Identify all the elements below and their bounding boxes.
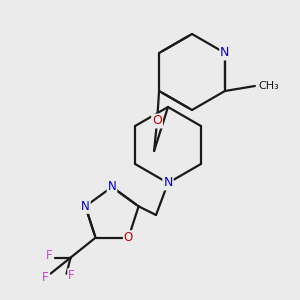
Text: F: F [68, 269, 75, 282]
Text: F: F [46, 249, 53, 262]
Text: N: N [108, 181, 116, 194]
Text: F: F [42, 271, 49, 284]
Text: O: O [124, 231, 133, 244]
Text: N: N [163, 176, 173, 190]
Text: N: N [220, 46, 230, 59]
Text: CH₃: CH₃ [259, 81, 279, 91]
Text: O: O [152, 115, 162, 128]
Text: N: N [81, 200, 90, 213]
